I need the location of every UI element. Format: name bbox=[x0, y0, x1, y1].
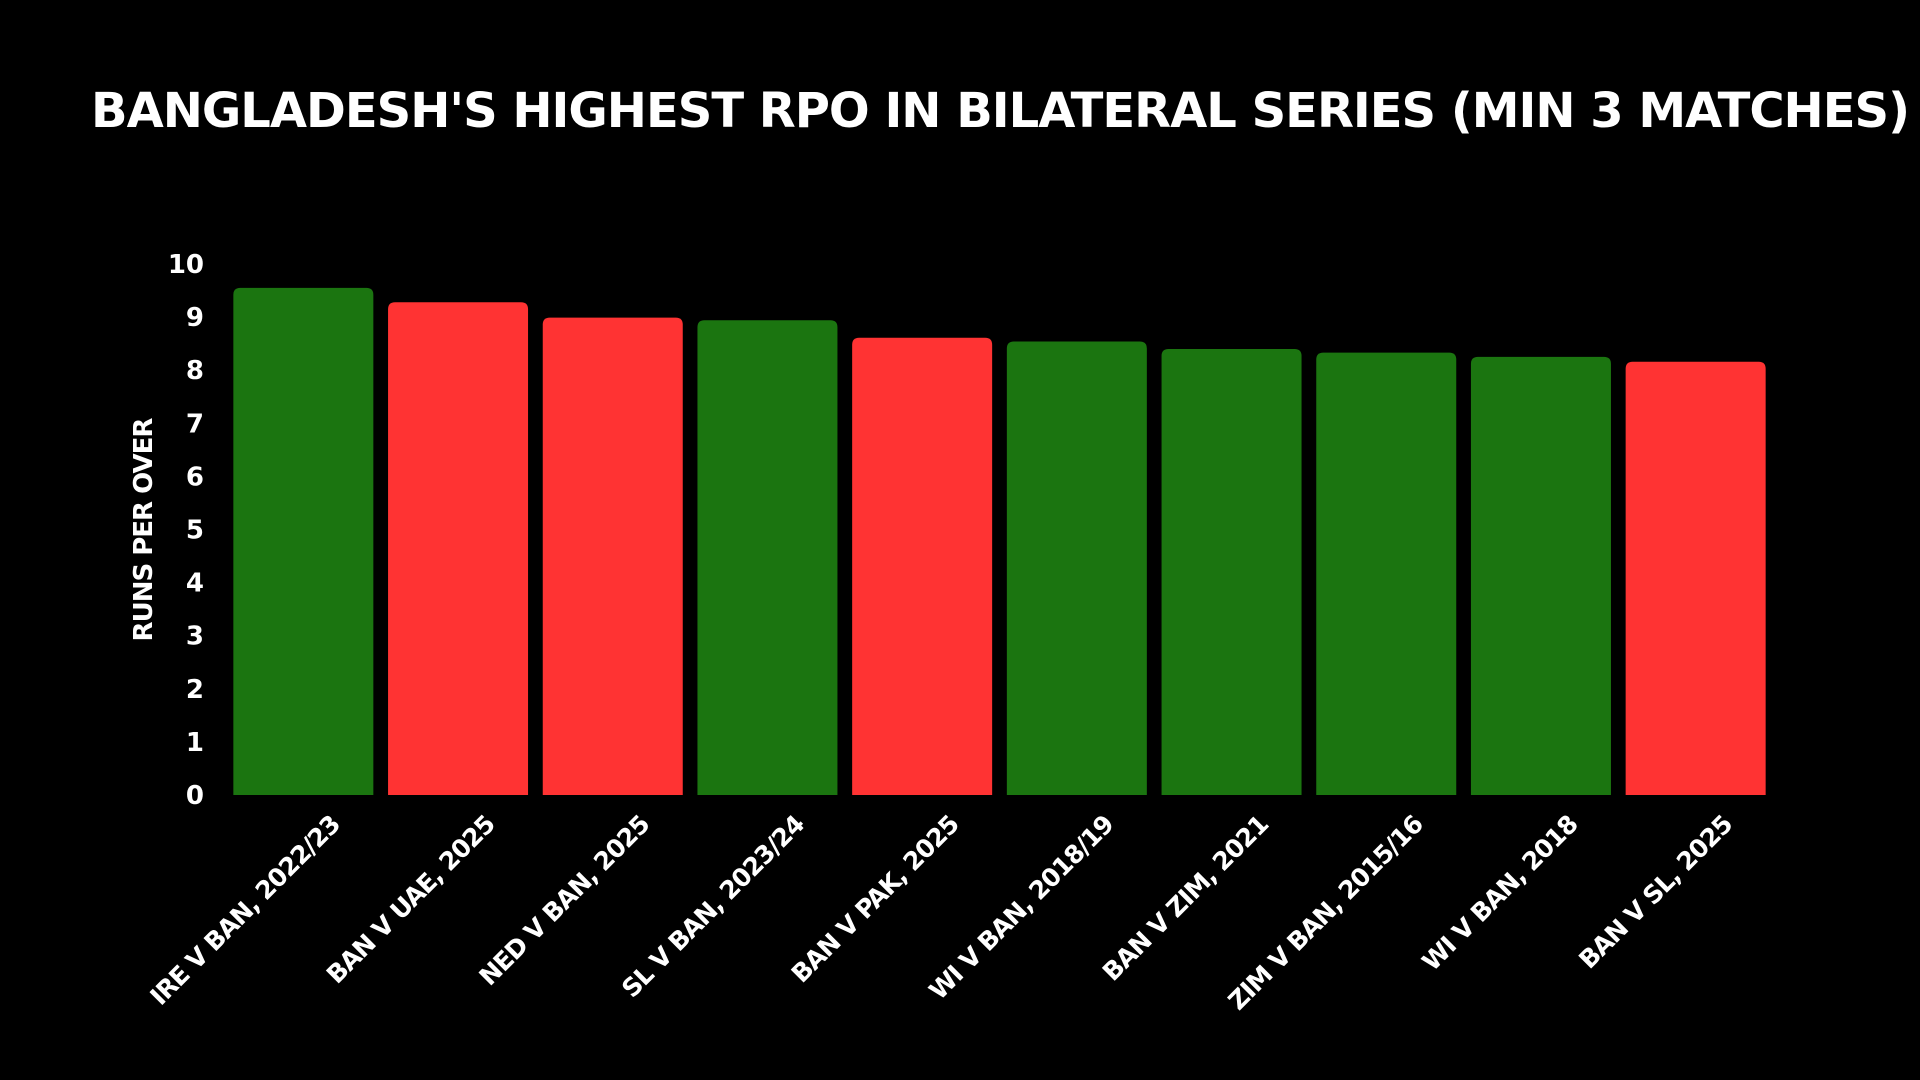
y-tick-label: 2 bbox=[186, 675, 204, 705]
bar bbox=[1006, 341, 1147, 795]
bar bbox=[388, 302, 529, 795]
bar bbox=[542, 317, 683, 795]
bar bbox=[1316, 352, 1457, 795]
y-tick-label: 7 bbox=[186, 409, 204, 439]
y-tick-label: 8 bbox=[186, 356, 204, 386]
x-tick-label: BAN V SL, 2025 bbox=[1573, 810, 1738, 975]
bar bbox=[1161, 348, 1302, 795]
y-axis-label: RUNS PER OVER bbox=[129, 418, 159, 642]
bar bbox=[233, 287, 374, 795]
x-tick-label: BAN V UAE, 2025 bbox=[321, 810, 500, 989]
y-axis-ticks: 0 1 2 3 4 5 6 7 8 9 10 bbox=[168, 250, 204, 811]
y-tick-label: 10 bbox=[168, 250, 204, 280]
bar bbox=[1625, 361, 1766, 795]
x-tick-label: WI V BAN, 2018 bbox=[1416, 810, 1583, 977]
bar bbox=[852, 337, 993, 795]
y-tick-label: 0 bbox=[186, 781, 204, 811]
y-tick-label: 3 bbox=[186, 622, 204, 652]
bar bbox=[1470, 356, 1611, 795]
x-tick-label: NED V BAN, 2025 bbox=[474, 810, 655, 991]
bars-group bbox=[233, 287, 1766, 795]
y-tick-label: 1 bbox=[186, 728, 204, 758]
y-tick-label: 6 bbox=[186, 462, 204, 492]
y-tick-label: 5 bbox=[186, 516, 204, 546]
y-tick-label: 4 bbox=[186, 569, 204, 599]
bar bbox=[697, 320, 838, 795]
x-tick-label: BAN V PAK, 2025 bbox=[786, 810, 965, 989]
x-tick-label: BAN V ZIM, 2021 bbox=[1097, 810, 1274, 987]
chart-title: BANGLADESH'S HIGHEST RPO IN BILATERAL SE… bbox=[91, 83, 1909, 139]
x-tick-label: IRE V BAN, 2022/23 bbox=[144, 810, 345, 1011]
y-tick-label: 9 bbox=[186, 303, 204, 333]
